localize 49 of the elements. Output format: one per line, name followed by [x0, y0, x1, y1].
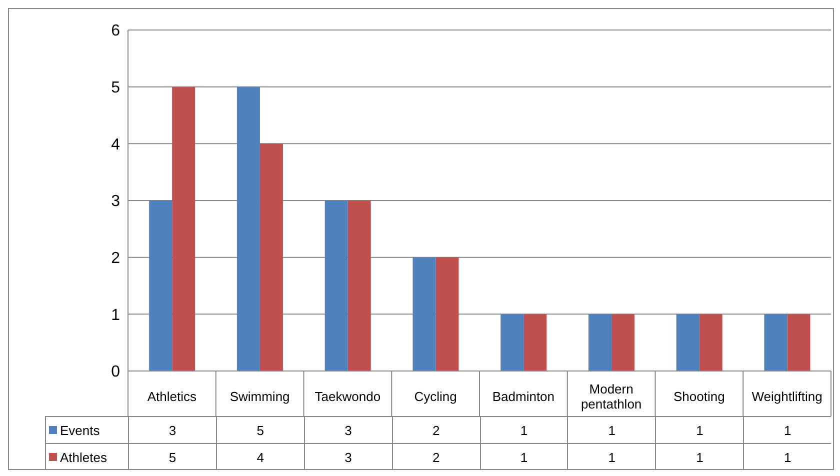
bar	[412, 257, 436, 371]
data-label: 3	[304, 444, 392, 470]
data-label: 1	[743, 417, 831, 443]
bar	[676, 314, 700, 371]
data-label: 1	[743, 444, 831, 470]
bar	[699, 314, 722, 371]
x-tick-label: Badminton	[492, 389, 555, 404]
data-label: 4	[216, 444, 304, 470]
bar	[348, 200, 371, 371]
data-label: 2	[392, 417, 480, 443]
bar	[764, 314, 788, 371]
data-label: 1	[480, 444, 568, 470]
x-tick-label: Swimming	[230, 389, 290, 404]
bar	[149, 200, 172, 371]
bar	[324, 200, 348, 371]
data-label: 1	[655, 444, 744, 470]
data-label: 3	[304, 417, 392, 443]
data-label: 5	[216, 417, 304, 443]
bar	[787, 314, 810, 371]
bar	[172, 86, 196, 371]
data-label: 2	[392, 444, 480, 470]
y-tick-label: 4	[111, 136, 120, 154]
x-tick-label: Athletics	[147, 389, 197, 404]
y-tick-label: 2	[111, 250, 120, 268]
data-label: 3	[128, 417, 216, 443]
data-label: 1	[655, 417, 744, 443]
y-tick-label: 3	[111, 193, 120, 210]
y-tick-label: 1	[111, 306, 120, 324]
y-tick-label: 0	[111, 364, 120, 381]
data-label: 5	[128, 444, 216, 470]
data-label: 1	[480, 417, 568, 443]
y-tick-label: 6	[111, 22, 120, 40]
bar	[588, 314, 612, 371]
bar	[611, 314, 634, 371]
bar	[260, 144, 283, 371]
x-tick-label: Modern pentathlon	[580, 382, 642, 412]
y-tick-label: 5	[111, 80, 120, 97]
legend-label: Athletes	[60, 450, 107, 464]
x-tick-label: Shooting	[674, 389, 725, 404]
bar	[436, 257, 459, 371]
data-label: 1	[567, 417, 656, 443]
x-tick-label: Taekwondo	[314, 389, 381, 404]
bar	[500, 314, 524, 371]
bar	[524, 314, 547, 371]
x-tick-label: Weightlifting	[752, 389, 822, 404]
legend-label: Events	[60, 422, 100, 438]
x-tick-label: Cycling	[414, 389, 457, 404]
bar	[236, 86, 260, 371]
data-label: 1	[567, 444, 656, 470]
